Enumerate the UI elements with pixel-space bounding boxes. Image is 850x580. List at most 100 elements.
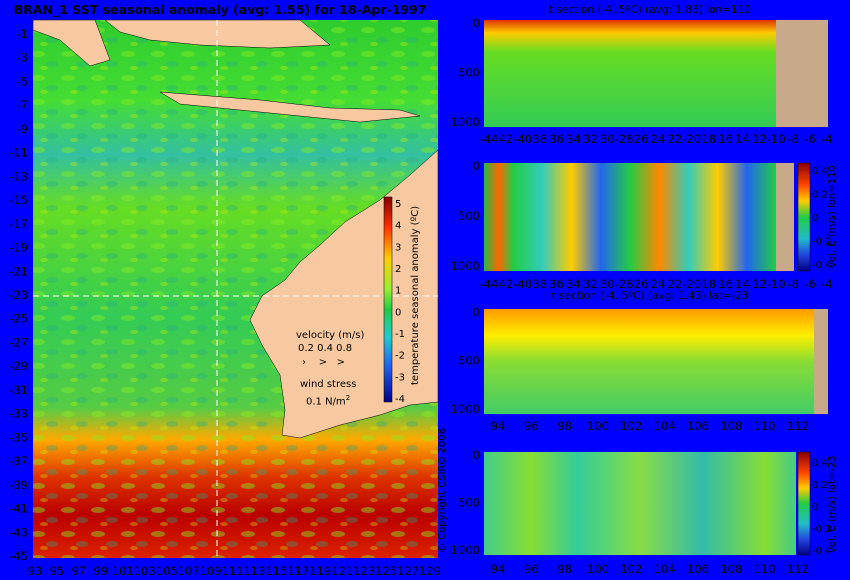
- panel1-y-tick: 0: [473, 16, 480, 30]
- panel1-x-tick: 24: [651, 132, 666, 146]
- map-x-tick: 123: [353, 564, 375, 578]
- panel2-x-tick: 26: [634, 277, 649, 291]
- panel1-x-tick: -20: [682, 132, 701, 146]
- wind-legend-value-text: 0.1 N/m: [306, 396, 346, 408]
- map-colorbar-tick: 2: [395, 264, 401, 275]
- map-colorbar-tick: -3: [395, 372, 405, 383]
- map-y-tick: -13: [9, 169, 28, 183]
- map-x-tick: 119: [309, 564, 331, 578]
- panel3-x-tick: 106: [687, 419, 709, 433]
- map-y-tick: -15: [9, 193, 28, 207]
- velocity-legend-scale: 0.2 0.4 0.8: [298, 343, 353, 354]
- panel3-y-tick: 0: [473, 305, 480, 319]
- panel4-x-tick: 112: [787, 562, 809, 576]
- panel4-y-tick: 500: [458, 496, 480, 510]
- panel3-y-tick: 500: [458, 354, 480, 368]
- map-x-tick: 97: [72, 564, 87, 578]
- map-y-tick: -35: [9, 430, 28, 444]
- map-colorbar-tick: 3: [395, 242, 401, 253]
- panel1-x-tick: 12: [752, 132, 767, 146]
- map-y-tick: -33: [9, 407, 28, 421]
- panel1-x-tick: -8: [787, 132, 798, 146]
- panel3-x-tick: 108: [720, 419, 742, 433]
- panel2-x-tick: -20: [682, 277, 701, 291]
- map-x-tick: 109: [200, 564, 222, 578]
- map-x-tick: 117: [287, 564, 309, 578]
- panel1-x-tick: 14: [735, 132, 750, 146]
- wind-legend-value-sup: 2: [345, 394, 351, 402]
- panel1-x-tick: 36: [549, 132, 564, 146]
- panel3-y-tick: 1000: [451, 402, 480, 416]
- map-y-tick: -9: [17, 122, 28, 136]
- panel2-land: [776, 163, 794, 271]
- panel3-plot: [484, 309, 814, 414]
- panel1-x-tick: -10: [767, 132, 786, 146]
- map-colorbar-tick: 1: [395, 286, 401, 297]
- map-y-tick: -43: [9, 525, 28, 539]
- panel1-x-tick: 22: [668, 132, 683, 146]
- panel2-x-tick: 22: [668, 277, 683, 291]
- panel2-colorbar-tick: 0.2: [812, 190, 828, 201]
- panel1-x-tick: 32: [583, 132, 598, 146]
- panel2-x-tick: 42: [499, 277, 514, 291]
- map-colorbar-tick: 5: [395, 199, 401, 210]
- panel4-colorbar: [797, 451, 811, 556]
- panel2-x-tick: -8: [787, 277, 798, 291]
- panel1-land: [776, 20, 828, 127]
- panel3-land: [814, 309, 828, 414]
- map-y-tick: -11: [9, 146, 28, 160]
- panel4-colorbar-tick: 0.4: [812, 458, 828, 469]
- panel2-y-tick: 1000: [451, 259, 480, 273]
- map-chart: -1-3-5-7-9-11-13-15-17-19-21-23-25-27-29…: [9, 19, 440, 578]
- panel1-title: t section (-4..5ºC) (avg: 1.83) lon=110: [548, 4, 752, 16]
- panel2-x-tick: -40: [513, 277, 532, 291]
- map-y-tick: -37: [9, 454, 28, 468]
- panel4-x-tick: 94: [491, 562, 506, 576]
- panel4-x-tick: 106: [687, 562, 709, 576]
- map-x-tick: 127: [397, 564, 419, 578]
- panel2-x-tick: -6: [804, 277, 815, 291]
- map-x-tick: 107: [178, 564, 200, 578]
- panel2-colorbar-tick: 0: [812, 213, 818, 224]
- panel1-x-tick: 38: [532, 132, 547, 146]
- map-colorbar-tick: -2: [395, 351, 405, 362]
- panel4-x-tick: 98: [557, 562, 572, 576]
- panel3-x-tick: 94: [491, 419, 506, 433]
- map-y-tick: -31: [9, 383, 28, 397]
- panel1-y-tick: 500: [458, 66, 480, 80]
- map-colorbar: 5 4 3 2 1 0 -1 -2 -3 -4: [383, 196, 405, 405]
- velocity-legend-label: velocity (m/s): [296, 330, 365, 341]
- map-colorbar-label: temperature seasonal anomaly (ºC): [410, 205, 421, 385]
- panel1-x-tick: -6: [804, 132, 815, 146]
- map-y-tick: -7: [17, 98, 28, 112]
- map-x-tick: 101: [112, 564, 134, 578]
- map-x-tick: 95: [50, 564, 65, 578]
- panel2-x-tick: -28: [615, 277, 634, 291]
- map-y-tick: -41: [9, 502, 28, 516]
- map-y-tick: -19: [9, 241, 28, 255]
- map-y-tick: -39: [9, 478, 28, 492]
- panel1-plot: [484, 20, 776, 127]
- map-y-tick: -27: [9, 335, 28, 349]
- panel4-y-tick: 0: [473, 448, 480, 462]
- panel4-colorbar-label: vel. E (m/s) lat=-23: [827, 455, 838, 553]
- panel2-y-tick: 0: [473, 159, 480, 173]
- map-x-tick: 105: [156, 564, 178, 578]
- panel4-plot: [484, 452, 796, 555]
- map-x-tick: 121: [331, 564, 353, 578]
- panel4-x-tick: 102: [620, 562, 642, 576]
- panel2-x-tick: -44: [480, 277, 499, 291]
- map-y-tick: -29: [9, 359, 28, 373]
- panel2-colorbar-tick: 0.4: [812, 166, 828, 177]
- map-y-tick: -25: [9, 312, 28, 326]
- map-y-tick: -45: [9, 549, 28, 563]
- panel4-x-tick: 108: [720, 562, 742, 576]
- panel3-x-tick: 110: [754, 419, 776, 433]
- panel1-x-tick: 16: [718, 132, 733, 146]
- map-y-tick: -17: [9, 217, 28, 231]
- panel1-y-tick: 1000: [451, 115, 480, 129]
- panel1-x-tick: 34: [566, 132, 581, 146]
- map-x-tick: 93: [28, 564, 43, 578]
- panel3-x-tick: 112: [787, 419, 809, 433]
